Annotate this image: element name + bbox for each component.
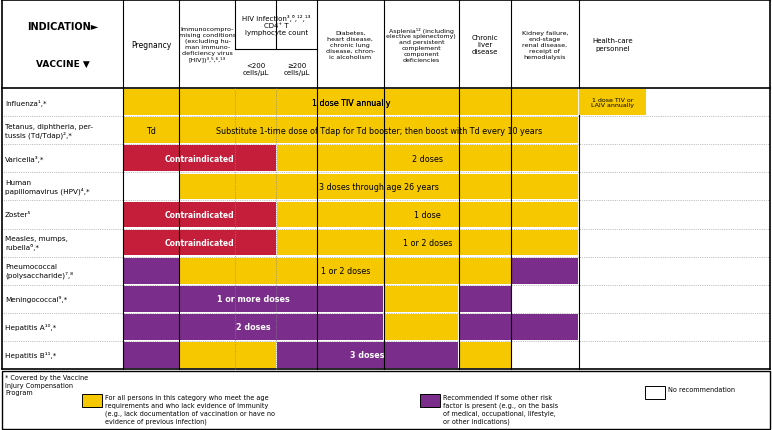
Text: VACCINE ▼: VACCINE ▼ [36, 60, 90, 69]
Bar [124, 314, 383, 340]
Text: Influenza¹,*: Influenza¹,* [5, 99, 46, 106]
Text: <200
cells/μL: <200 cells/μL [242, 63, 269, 76]
Text: 1 or more doses: 1 or more doses [217, 295, 290, 304]
Text: Td: Td [147, 126, 156, 135]
Text: Health-care
personnel: Health-care personnel [592, 38, 633, 52]
Text: 3 doses: 3 doses [350, 350, 384, 359]
Text: INDICATION►: INDICATION► [27, 22, 98, 32]
Text: Contraindicated: Contraindicated [165, 239, 235, 248]
Text: Varicella³,*: Varicella³,* [5, 155, 45, 163]
Bar [645, 386, 665, 399]
Text: ≥200
cells/μL: ≥200 cells/μL [283, 63, 310, 76]
Text: Hepatitis A¹⁰,*: Hepatitis A¹⁰,* [5, 324, 56, 331]
Bar [459, 314, 578, 340]
Text: Tetanus, diphtheria, per-
tussis (Td/Tdap)²,*: Tetanus, diphtheria, per- tussis (Td/Tda… [5, 123, 93, 138]
Bar [124, 258, 179, 284]
Bar [180, 342, 276, 368]
Bar [459, 342, 511, 368]
Text: * Covered by the Vaccine
Injury Compensation
Program: * Covered by the Vaccine Injury Compensa… [5, 374, 88, 396]
Bar [276, 230, 578, 256]
Bar [124, 202, 276, 228]
Text: 1 dose TIV annually: 1 dose TIV annually [312, 98, 391, 108]
Text: Diabetes,
heart disease,
chronic lung
disease, chron-
ic alcoholism: Diabetes, heart disease, chronic lung di… [326, 31, 375, 59]
Text: Meningococcal⁹,*: Meningococcal⁹,* [5, 295, 67, 303]
Text: 2 doses: 2 doses [412, 154, 443, 163]
Text: Zoster⁵: Zoster⁵ [5, 212, 32, 218]
Text: Asplenia¹² (including
elective splenectomy)
and persistent
complement
component
: Asplenia¹² (including elective splenecto… [387, 28, 456, 62]
Text: Contraindicated: Contraindicated [165, 154, 235, 163]
Text: Immunocompro-
mising conditions
(excluding hu-
man immuno-
deficiency virus
[HIV: Immunocompro- mising conditions (excludi… [179, 27, 236, 63]
Text: Hepatitis B¹¹,*: Hepatitis B¹¹,* [5, 352, 56, 359]
Bar [2, 371, 770, 429]
Text: No recommendation: No recommendation [668, 386, 735, 392]
Bar [276, 202, 578, 228]
Bar [124, 118, 179, 144]
Text: 1 dose: 1 dose [414, 210, 441, 219]
Text: 2 doses: 2 doses [236, 322, 271, 332]
Text: For all persons in this category who meet the age
requirements and who lack evid: For all persons in this category who mee… [105, 394, 275, 424]
Text: Pneumococcal
(polysaccharide)⁷,⁸: Pneumococcal (polysaccharide)⁷,⁸ [5, 264, 73, 278]
Text: 1 dose TIV or
LAIV annually: 1 dose TIV or LAIV annually [591, 98, 634, 108]
Bar [276, 342, 459, 368]
Text: Contraindicated: Contraindicated [165, 210, 235, 219]
Bar [512, 258, 578, 284]
Text: Kidney failure,
end-stage
renal disease,
receipt of
hemodialysis: Kidney failure, end-stage renal disease,… [522, 31, 568, 59]
Text: Pregnancy: Pregnancy [131, 40, 171, 49]
Text: HIV infection³,⁶,¹²,¹³
CD4⁺ T
lymphocyte count: HIV infection³,⁶,¹²,¹³ CD4⁺ T lymphocyte… [242, 15, 310, 36]
Bar [420, 394, 440, 407]
Text: 1 dose TIV annually: 1 dose TIV annually [312, 98, 391, 108]
Text: 1 or 2 doses: 1 or 2 doses [320, 267, 370, 276]
Bar [276, 146, 578, 172]
Bar [82, 394, 102, 407]
Bar [124, 342, 179, 368]
Bar [579, 90, 646, 116]
Bar [384, 314, 459, 340]
Bar [124, 90, 578, 116]
Bar [180, 258, 511, 284]
Text: 1 or 2 doses: 1 or 2 doses [403, 239, 452, 248]
Bar [124, 230, 276, 256]
Bar [124, 146, 276, 172]
Text: Human
papillomavirus (HPV)⁴,*: Human papillomavirus (HPV)⁴,* [5, 180, 90, 194]
Text: Substitute 1-time dose of Tdap for Td booster; then boost with Td every 10 years: Substitute 1-time dose of Tdap for Td bo… [216, 126, 542, 135]
Bar [459, 286, 511, 312]
Bar [180, 118, 578, 144]
Text: Chronic
liver
disease: Chronic liver disease [472, 35, 499, 55]
Bar [124, 286, 383, 312]
Text: Measles, mumps,
rubella⁶,*: Measles, mumps, rubella⁶,* [5, 236, 68, 250]
Text: Recommended if some other risk
factor is present (e.g., on the basis
of medical,: Recommended if some other risk factor is… [443, 394, 558, 424]
Bar [180, 174, 578, 200]
Bar [384, 286, 459, 312]
Text: 3 doses through age 26 years: 3 doses through age 26 years [319, 182, 439, 191]
